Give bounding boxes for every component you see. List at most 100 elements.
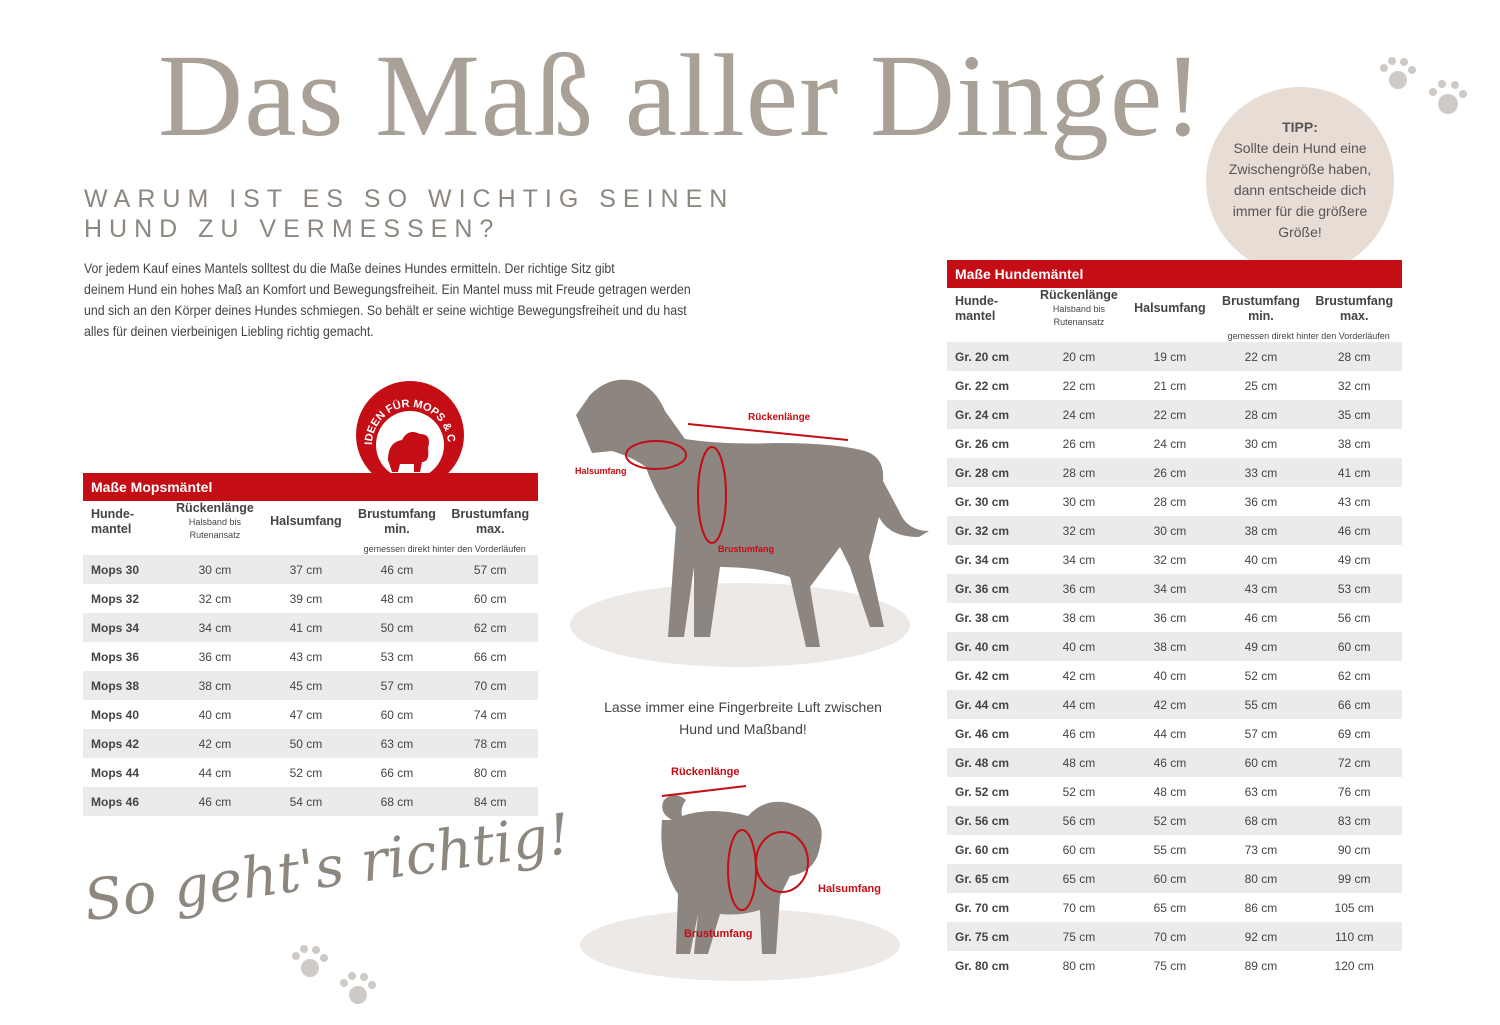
- table-cell: 48 cm: [380, 591, 414, 606]
- table-cell: Gr. 80 cm: [955, 958, 1010, 973]
- table-cell: 63 cm: [351, 729, 443, 758]
- table-cell: 20 cm: [1033, 342, 1125, 371]
- table-cell: 46 cm: [1244, 610, 1278, 625]
- table-cell: 48 cm: [1153, 784, 1187, 799]
- table-cell: 38 cm: [1215, 516, 1307, 545]
- table-cell: 57 cm: [351, 671, 443, 700]
- table-row: Mops 42 42 cm 50 cm 63 cm 78 cm: [83, 729, 538, 758]
- table-row: Gr. 56 cm 56 cm 52 cm 68 cm 83 cm: [947, 806, 1402, 835]
- header-line: Brustumfang: [451, 506, 530, 521]
- table-cell: 69 cm: [1337, 726, 1371, 741]
- table-cell: 37 cm: [260, 555, 352, 584]
- table-cell: Gr. 48 cm: [947, 748, 1034, 777]
- table-cell: 46 cm: [1062, 726, 1096, 741]
- spacer: [83, 542, 351, 555]
- table-cell: 28 cm: [1215, 400, 1307, 429]
- table-cell: 38 cm: [1062, 610, 1096, 625]
- table-cell: 34 cm: [1062, 552, 1096, 567]
- header-row: Hunde-mantel Rückenlänge Halsband bis Ruten…: [83, 501, 538, 542]
- table-row: Gr. 80 cm 80 cm 75 cm 89 cm 120 cm: [947, 951, 1402, 980]
- table-cell: 89 cm: [1244, 958, 1278, 973]
- measure-label: Halsumfang: [818, 883, 881, 895]
- table-cell: 49 cm: [1215, 632, 1307, 661]
- table-row: Gr. 24 cm 24 cm 22 cm 28 cm 35 cm: [947, 400, 1402, 429]
- measure-label: Rückenlänge: [748, 412, 811, 423]
- column-header: Rückenlänge Halsband bis Rutenansatz: [1033, 288, 1124, 329]
- table-cell: 92 cm: [1215, 922, 1307, 951]
- measure-label: Brustumfang: [718, 544, 774, 554]
- note-line: Hund und Maßband!: [679, 721, 807, 737]
- measure-label: Rückenlänge: [671, 766, 739, 778]
- table-cell: 110 cm: [1306, 922, 1402, 951]
- table-cell: Gr. 24 cm: [947, 400, 1034, 429]
- measure-ring: [755, 831, 809, 893]
- table-cell: 84 cm: [442, 787, 538, 816]
- header-note: Halsband bis: [188, 517, 241, 527]
- table-cell: 47 cm: [289, 707, 323, 722]
- table-cell: 22 cm: [1124, 400, 1216, 429]
- table-row: Gr. 38 cm 38 cm 36 cm 46 cm 56 cm: [947, 603, 1402, 632]
- table-cell: 32 cm: [198, 591, 232, 606]
- table-cell: 32 cm: [1337, 378, 1371, 393]
- table-cell: 26 cm: [1124, 458, 1216, 487]
- table-cell: 24 cm: [1153, 436, 1187, 451]
- table-row: Gr. 34 cm 34 cm 32 cm 40 cm 49 cm: [947, 545, 1402, 574]
- note-row: gemessen direkt hinter den Vorderläufen: [947, 329, 1402, 342]
- table-row: Mops 30 30 cm 37 cm 46 cm 57 cm: [83, 555, 538, 584]
- table-cell: 44 cm: [1033, 690, 1125, 719]
- table-cell: Gr. 65 cm: [947, 864, 1034, 893]
- table-cell: 78 cm: [442, 729, 538, 758]
- badge-text-path: IDEEN FÜR MOPS & CO.: [0, 0, 457, 445]
- table-cell: 60 cm: [1306, 632, 1402, 661]
- table-row: Gr. 20 cm 20 cm 19 cm 22 cm 28 cm: [947, 342, 1402, 371]
- table-cell: Gr. 75 cm: [947, 922, 1034, 951]
- table-cell: 66 cm: [473, 649, 507, 664]
- table-cell: 86 cm: [1244, 900, 1278, 915]
- table-row: Mops 40 40 cm 47 cm 60 cm 74 cm: [83, 700, 538, 729]
- table-cell: 66 cm: [1306, 690, 1402, 719]
- table-cell: 34 cm: [1124, 574, 1216, 603]
- table-cell: 44 cm: [198, 765, 232, 780]
- table-cell: 65 cm: [1153, 900, 1187, 915]
- table-cell: 48 cm: [1033, 748, 1125, 777]
- table-cell: 60 cm: [1124, 864, 1216, 893]
- paws: [292, 57, 1467, 1004]
- table-row: Gr. 65 cm 65 cm 60 cm 80 cm 99 cm: [947, 864, 1402, 893]
- table-cell: Gr. 40 cm: [947, 632, 1034, 661]
- table-cell: Gr. 26 cm: [955, 436, 1010, 451]
- pug-silhouette: [661, 795, 822, 954]
- table-row: Gr. 70 cm 70 cm 65 cm 86 cm 105 cm: [947, 893, 1402, 922]
- table-row: Gr. 40 cm 40 cm 38 cm 49 cm 60 cm: [947, 632, 1402, 661]
- table-cell: 60 cm: [380, 707, 414, 722]
- column-header: Brustumfang min.: [1215, 288, 1306, 329]
- table-cell: 49 cm: [1337, 552, 1371, 567]
- table-cell: Mops 36: [91, 649, 140, 664]
- table-cell: 62 cm: [442, 613, 538, 642]
- header-line: min.: [384, 521, 410, 536]
- table-row: Gr. 48 cm 48 cm 46 cm 60 cm 72 cm: [947, 748, 1402, 777]
- header-line: Rückenlänge: [1040, 288, 1118, 302]
- table-row: Gr. 52 cm 52 cm 48 cm 63 cm 76 cm: [947, 777, 1402, 806]
- table-cell: Gr. 36 cm: [947, 574, 1034, 603]
- table-cell: 38 cm: [1124, 632, 1216, 661]
- table-cell: 70 cm: [1062, 900, 1096, 915]
- table-cell: 44 cm: [1153, 726, 1187, 741]
- measure-ring: [625, 440, 687, 470]
- table-cell: Gr. 52 cm: [955, 784, 1010, 799]
- table-cell: 28 cm: [1153, 494, 1187, 509]
- table-cell: 60 cm: [1062, 842, 1096, 857]
- tip-line: Sollte dein Hund eine: [1233, 140, 1367, 156]
- table-row: Mops 38 38 cm 45 cm 57 cm 70 cm: [83, 671, 538, 700]
- table-cell: 68 cm: [351, 787, 443, 816]
- header-line: Brustumfang: [1222, 293, 1300, 308]
- table-cell: 41 cm: [260, 613, 352, 642]
- shadow: [580, 909, 900, 981]
- table-cell: Gr. 20 cm: [947, 342, 1034, 371]
- table-row: Mops 46 46 cm 54 cm 68 cm 84 cm: [83, 787, 538, 816]
- table-cell: 21 cm: [1153, 378, 1187, 393]
- size-table: Maße Hundemäntel Hunde-mantel Rückenlänge H…: [947, 260, 1402, 980]
- table-cell: 105 cm: [1334, 900, 1374, 915]
- table-cell: Gr. 42 cm: [955, 668, 1010, 683]
- table-cell: 66 cm: [380, 765, 414, 780]
